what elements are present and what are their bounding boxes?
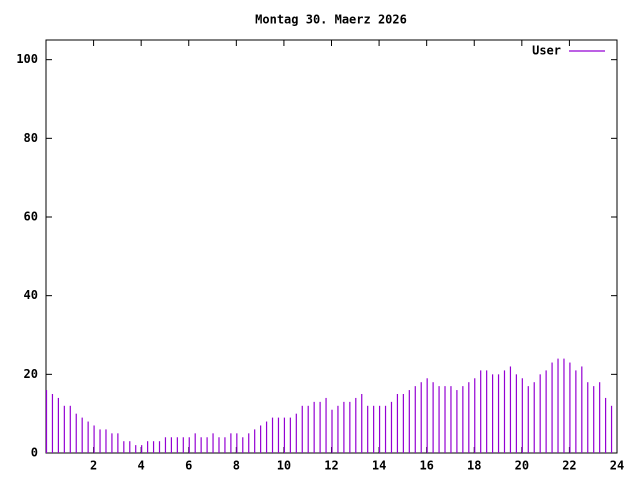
x-tick-label: 6 [185, 459, 192, 473]
x-tick-label: 20 [515, 459, 529, 473]
x-tick-label: 22 [562, 459, 576, 473]
x-tick-label: 2 [90, 459, 97, 473]
legend-label: User [532, 44, 561, 58]
y-tick-label: 0 [31, 446, 38, 460]
x-tick-label: 10 [277, 459, 291, 473]
x-tick-label: 18 [467, 459, 481, 473]
y-tick-label: 80 [24, 131, 38, 145]
x-tick-label: 16 [419, 459, 433, 473]
chart-title: Montag 30. Maerz 2026 [255, 13, 407, 27]
x-tick-label: 12 [324, 459, 338, 473]
x-tick-label: 14 [372, 459, 386, 473]
x-tick-label: 8 [233, 459, 240, 473]
y-tick-label: 60 [24, 210, 38, 224]
y-tick-label: 20 [24, 367, 38, 381]
y-tick-label: 40 [24, 288, 38, 302]
y-tick-label: 100 [16, 52, 38, 66]
x-tick-label: 4 [138, 459, 145, 473]
x-tick-label: 24 [610, 459, 624, 473]
